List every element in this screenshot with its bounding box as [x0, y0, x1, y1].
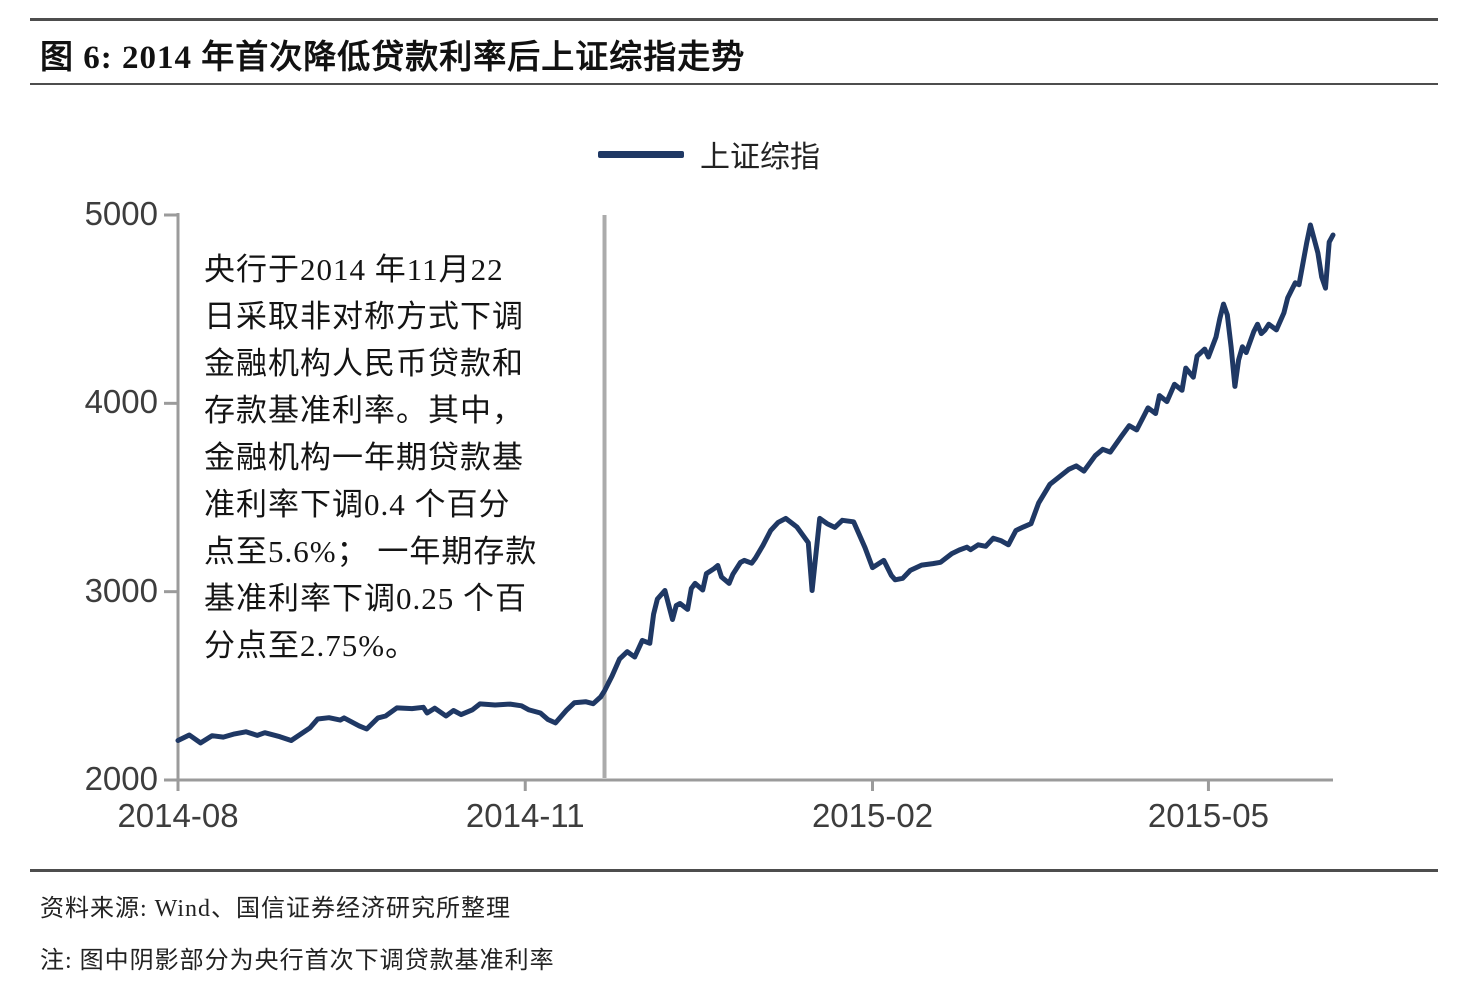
x-axis-tick-label: 2015-05	[1147, 797, 1269, 834]
title-underline-rule	[30, 83, 1438, 85]
annotation-line: 基准利率下调0.25 个百	[204, 581, 527, 616]
event-annotation-text: 央行于2014 年11月22 日采取非对称方式下调 金融机构人民币贷款和 存款基…	[204, 246, 537, 669]
y-axis-tick-label: 4000	[84, 383, 158, 421]
footer-rule	[30, 869, 1438, 872]
x-axis-tick-label: 2014-08	[117, 797, 239, 834]
y-axis-tick-label: 3000	[84, 571, 158, 609]
annotation-line: 金融机构一年期贷款基	[204, 440, 524, 475]
annotation-line: 点至5.6%； 一年期存款	[204, 534, 538, 569]
chart-legend: 上证综指	[598, 132, 820, 176]
figure-title: 图 6: 2014 年首次降低贷款利率后上证综指走势	[40, 40, 746, 76]
sse-index-series-line	[175, 222, 1336, 746]
annotation-line: 存款基准利率。其中，	[204, 393, 524, 428]
annotation-line: 日采取非对称方式下调	[204, 299, 524, 334]
legend-series-label: 上证综指	[700, 141, 820, 174]
annotation-line: 准利率下调0.4 个百分	[204, 487, 511, 522]
x-axis-tick-label: 2015-02	[811, 797, 934, 834]
y-axis-tick-label: 2000	[84, 760, 158, 797]
annotation-line: 金融机构人民币贷款和	[204, 346, 524, 381]
x-axis-tick-label: 2014-11	[465, 797, 585, 834]
legend-line-swatch-icon	[598, 150, 684, 158]
annotation-line: 央行于2014 年11月22	[204, 252, 504, 287]
note-text: 注: 图中阴影部分为央行首次下调贷款基准利率	[40, 948, 555, 974]
annotation-line: 分点至2.75%。	[204, 628, 418, 663]
top-rule	[30, 18, 1438, 21]
y-axis-tick-label: 5000	[84, 195, 158, 232]
source-text: 资料来源: Wind、国信证券经济研究所整理	[40, 896, 512, 922]
